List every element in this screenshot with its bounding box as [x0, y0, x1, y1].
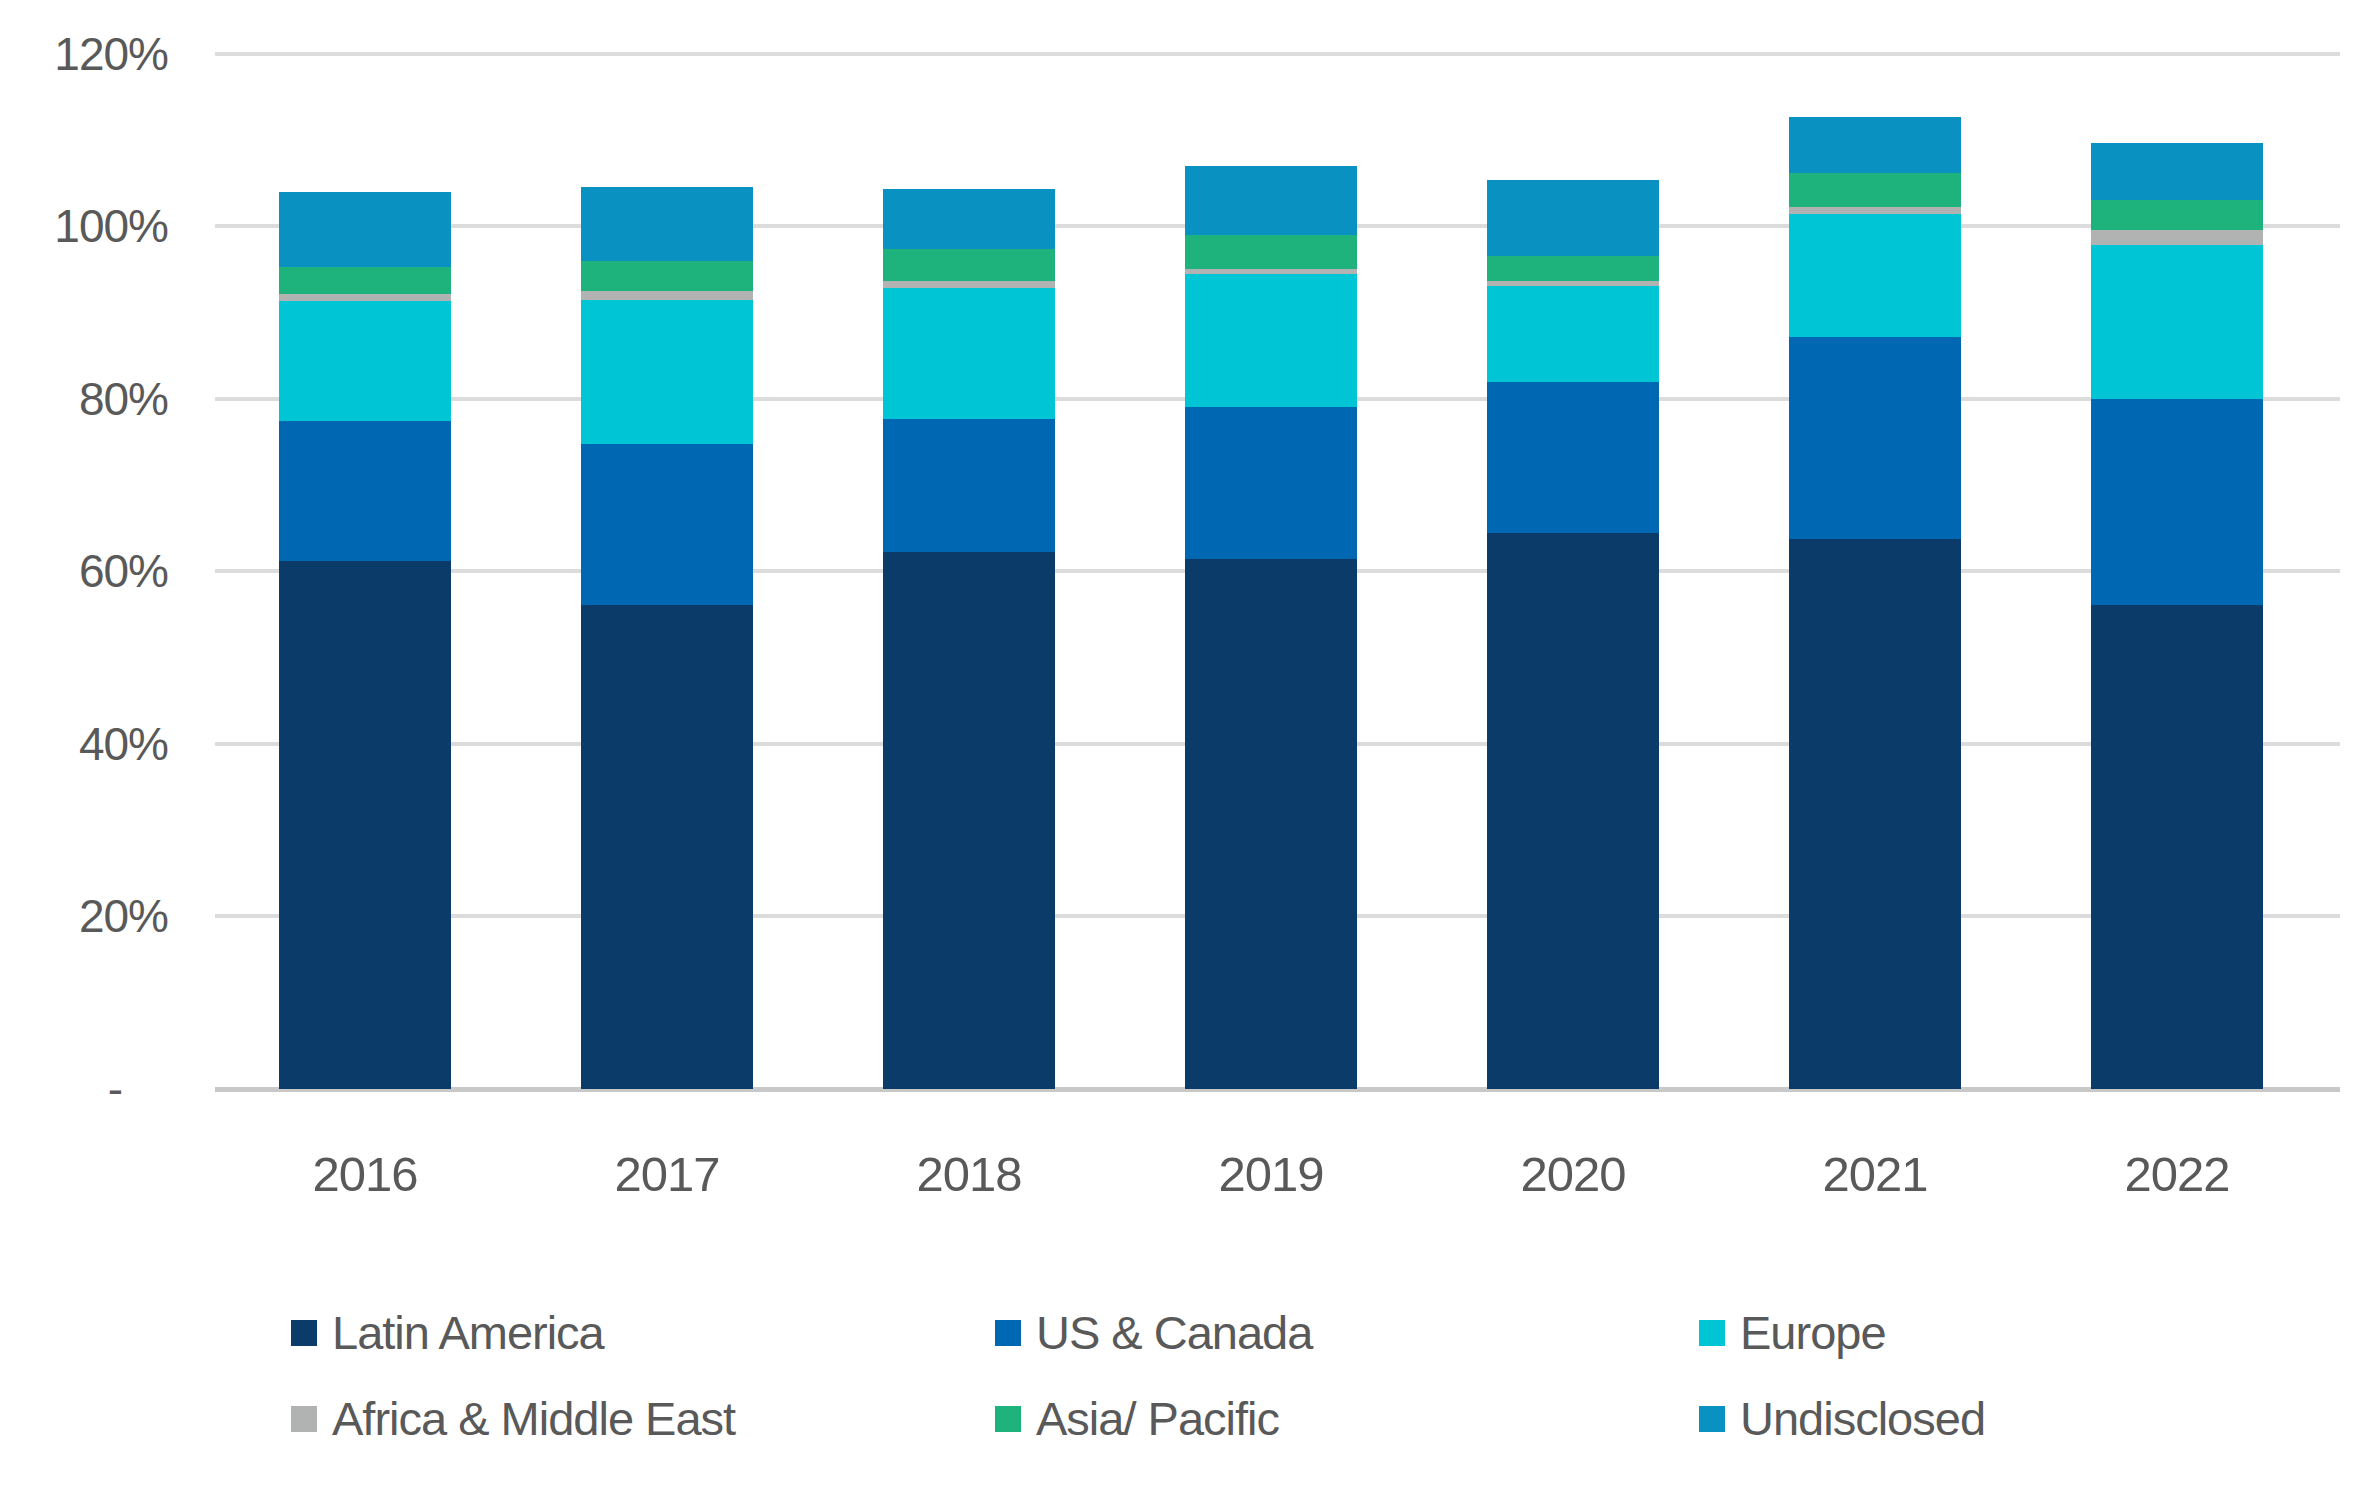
legend-item-us-canada: US & Canada	[995, 1303, 1312, 1363]
bar-segment-2020-europe	[1487, 286, 1659, 383]
bar-segment-2022-latin-america	[2091, 605, 2263, 1089]
legend-label: US & Canada	[1036, 1305, 1312, 1361]
x-axis-label-2016: 2016	[245, 1144, 485, 1204]
legend-item-latin-america: Latin America	[291, 1303, 604, 1363]
bar-segment-2019-undisclosed	[1185, 166, 1357, 235]
bar-segment-2018-asia-pacific	[883, 249, 1055, 282]
bar-segment-2016-africa-middle-east	[279, 294, 451, 302]
bar-segment-2019-us-canada	[1185, 407, 1357, 559]
bar-segment-2019-asia-pacific	[1185, 235, 1357, 270]
legend-item-africa-middle-east: Africa & Middle East	[291, 1389, 735, 1449]
x-axis-label-2020: 2020	[1453, 1144, 1693, 1204]
bar-segment-2017-europe	[581, 300, 753, 444]
y-axis-tick-label: 120%	[0, 24, 168, 84]
legend-swatch-icon	[291, 1320, 317, 1346]
y-axis-tick-label: 20%	[0, 886, 168, 946]
bar-segment-2020-us-canada	[1487, 382, 1659, 532]
x-axis-label-2022: 2022	[2057, 1144, 2297, 1204]
legend-item-undisclosed: Undisclosed	[1699, 1389, 1985, 1449]
stacked-bar-chart: - 20% 40% 60% 80% 100% 120% 2016 2017 2018 2019 20…	[0, 0, 2363, 1512]
bar-segment-2021-us-canada	[1789, 337, 1961, 539]
bar-segment-2021-africa-middle-east	[1789, 207, 1961, 214]
bar-segment-2016-latin-america	[279, 561, 451, 1089]
bar-segment-2017-asia-pacific	[581, 261, 753, 291]
bar-segment-2019-latin-america	[1185, 559, 1357, 1089]
legend-swatch-icon	[291, 1406, 317, 1432]
legend-label: Undisclosed	[1740, 1391, 1985, 1447]
x-axis-label-2021: 2021	[1755, 1144, 1995, 1204]
y-axis-tick-label: 80%	[0, 369, 168, 429]
bar-segment-2020-undisclosed	[1487, 180, 1659, 257]
bar-segment-2021-europe	[1789, 214, 1961, 337]
legend-swatch-icon	[1699, 1320, 1725, 1346]
y-axis-tick-label: 100%	[0, 196, 168, 256]
bar-segment-2022-us-canada	[2091, 399, 2263, 605]
legend-swatch-icon	[995, 1406, 1021, 1432]
bar-segment-2018-us-canada	[883, 419, 1055, 552]
bar-segment-2022-asia-pacific	[2091, 200, 2263, 229]
bar-segment-2016-us-canada	[279, 421, 451, 561]
bar-segment-2020-asia-pacific	[1487, 256, 1659, 280]
legend-label: Europe	[1740, 1305, 1886, 1361]
legend-item-europe: Europe	[1699, 1303, 1886, 1363]
bar-segment-2018-africa-middle-east	[883, 281, 1055, 288]
y-axis-tick-label: 40%	[0, 714, 168, 774]
bar-segment-2021-undisclosed	[1789, 117, 1961, 173]
x-axis-label-2018: 2018	[849, 1144, 1089, 1204]
bar-segment-2022-africa-middle-east	[2091, 230, 2263, 246]
bar-segment-2021-asia-pacific	[1789, 173, 1961, 208]
gridline-120	[215, 52, 2340, 56]
bar-segment-2017-latin-america	[581, 605, 753, 1089]
bar-segment-2020-africa-middle-east	[1487, 281, 1659, 286]
bar-segment-2020-latin-america	[1487, 533, 1659, 1090]
bar-segment-2019-africa-middle-east	[1185, 269, 1357, 273]
bar-segment-2016-undisclosed	[279, 192, 451, 267]
bar-segment-2017-us-canada	[581, 444, 753, 605]
bar-segment-2018-latin-america	[883, 552, 1055, 1089]
legend-label: Africa & Middle East	[332, 1391, 735, 1447]
y-axis-tick-label: -	[0, 1059, 168, 1119]
legend-label: Asia/ Pacific	[1036, 1391, 1279, 1447]
legend-swatch-icon	[1699, 1406, 1725, 1432]
legend-item-asia-pacific: Asia/ Pacific	[995, 1389, 1279, 1449]
bar-segment-2022-undisclosed	[2091, 143, 2263, 201]
bar-segment-2022-europe	[2091, 245, 2263, 399]
legend-label: Latin America	[332, 1305, 604, 1361]
bar-segment-2017-undisclosed	[581, 187, 753, 260]
bar-segment-2018-europe	[883, 288, 1055, 419]
bar-segment-2016-asia-pacific	[279, 267, 451, 294]
x-axis-label-2017: 2017	[547, 1144, 787, 1204]
x-axis-label-2019: 2019	[1151, 1144, 1391, 1204]
bar-segment-2017-africa-middle-east	[581, 291, 753, 300]
bar-segment-2021-latin-america	[1789, 539, 1961, 1089]
bar-segment-2019-europe	[1185, 274, 1357, 408]
y-axis-tick-label: 60%	[0, 541, 168, 601]
legend-swatch-icon	[995, 1320, 1021, 1346]
bar-segment-2018-undisclosed	[883, 189, 1055, 249]
bar-segment-2016-europe	[279, 301, 451, 421]
